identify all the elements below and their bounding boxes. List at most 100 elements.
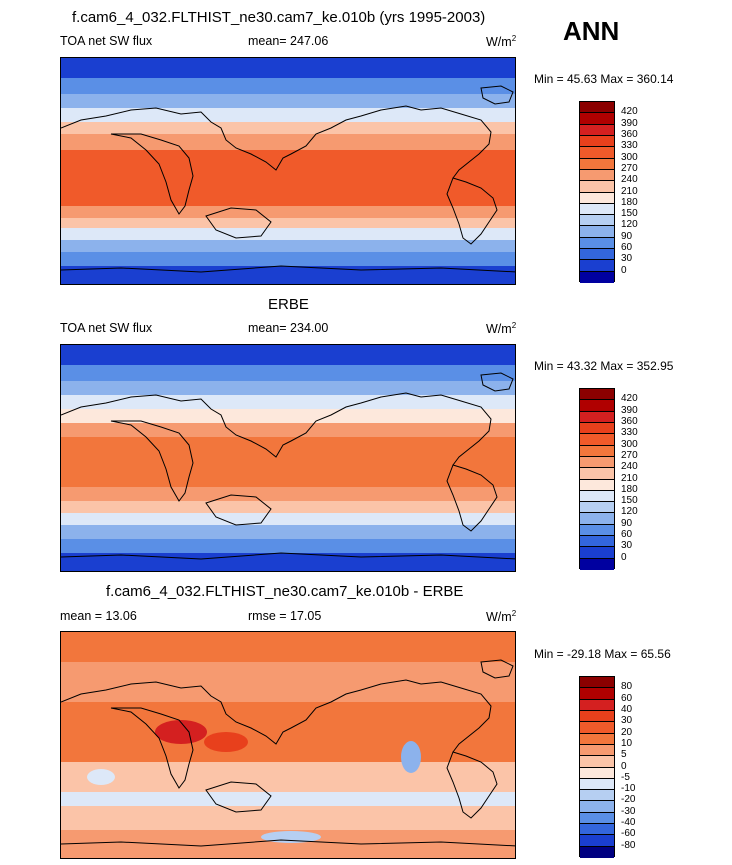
panel-3-center-label: rmse = 17.05 <box>248 609 322 623</box>
colorbar-segment <box>580 835 614 847</box>
colorbar-segment <box>580 846 614 858</box>
colorbar-segment <box>580 699 614 711</box>
colorbar-tick-label: 390 <box>621 117 638 129</box>
colorbar-tick-label: -60 <box>621 828 636 840</box>
colorbar-segment <box>580 113 614 125</box>
colorbar-tick-label: 150 <box>621 208 638 220</box>
colorbar-segment <box>580 733 614 745</box>
colorbar-segment <box>580 778 614 791</box>
colorbar-segment <box>580 260 614 272</box>
colorbar-segment <box>580 192 614 204</box>
colorbar-tick-label: 20 <box>621 726 633 738</box>
colorbar-tick-label: -40 <box>621 817 636 829</box>
colorbar-segment <box>580 422 614 435</box>
panel-2-colorbar <box>579 388 615 570</box>
colorbar-tick-label: 5 <box>621 749 627 761</box>
colorbar-tick-label: 80 <box>621 681 633 693</box>
colorbar-tick-label: 0 <box>621 760 627 772</box>
colorbar-tick-label: 300 <box>621 438 638 450</box>
colorbar-segment <box>580 135 614 148</box>
colorbar-tick-label: 420 <box>621 106 638 118</box>
colorbar-segment <box>580 226 614 238</box>
colorbar-segment <box>580 490 614 503</box>
panel-3-units: W/m2 <box>486 609 517 625</box>
colorbar-segment <box>580 158 614 170</box>
panel-1-title: f.cam6_4_032.FLTHIST_ne30.cam7_ke.010b (… <box>72 9 486 26</box>
colorbar-tick-label: 330 <box>621 140 638 152</box>
colorbar-tick-label: 240 <box>621 461 638 473</box>
colorbar-segment <box>580 547 614 559</box>
colorbar-tick-label: 120 <box>621 506 638 518</box>
colorbar-segment <box>580 502 614 514</box>
colorbar-tick-label: 90 <box>621 230 633 242</box>
colorbar-tick-label: 330 <box>621 427 638 439</box>
season-label: ANN <box>563 16 620 46</box>
colorbar-tick-label: 390 <box>621 404 638 416</box>
panel-2-minmax: Min = 43.32 Max = 352.95 <box>534 359 674 373</box>
colorbar-segment <box>580 688 614 700</box>
colorbar-segment <box>580 468 614 480</box>
panel-3-minmax: Min = -29.18 Max = 65.56 <box>534 647 671 661</box>
colorbar-tick-label: 150 <box>621 495 638 507</box>
colorbar-tick-label: 240 <box>621 174 638 186</box>
colorbar-tick-label: 90 <box>621 517 633 529</box>
colorbar-segment <box>580 536 614 548</box>
panel-1-minmax: Min = 45.63 Max = 360.14 <box>534 72 674 86</box>
colorbar-segment <box>580 456 614 469</box>
colorbar-segment <box>580 400 614 412</box>
panel-2-units: W/m2 <box>486 321 517 337</box>
colorbar-segment <box>580 181 614 193</box>
colorbar-segment <box>580 513 614 525</box>
colorbar-segment <box>580 124 614 136</box>
colorbar-segment <box>580 710 614 723</box>
colorbar-tick-label: 180 <box>621 483 638 495</box>
colorbar-segment <box>580 812 614 825</box>
panel-2-center-label: mean= 234.00 <box>248 321 329 335</box>
panel-1-left-label: TOA net SW flux <box>60 34 153 48</box>
colorbar-tick-label: 0 <box>621 264 627 276</box>
colorbar-tick-label: 270 <box>621 162 638 174</box>
colorbar-segment <box>580 271 614 283</box>
colorbar-segment <box>580 249 614 261</box>
colorbar-segment <box>580 389 614 401</box>
colorbar-tick-label: 30 <box>621 540 633 552</box>
colorbar-tick-label: -20 <box>621 794 636 806</box>
colorbar-segment <box>580 102 614 114</box>
colorbar-tick-label: -10 <box>621 783 636 795</box>
colorbar-segment <box>580 215 614 227</box>
colorbar-segment <box>580 524 614 537</box>
colorbar-segment <box>580 744 614 757</box>
colorbar-segment <box>580 237 614 250</box>
panel-3-colorbar <box>579 676 615 858</box>
panel-2-map <box>60 344 516 572</box>
colorbar-tick-label: 270 <box>621 449 638 461</box>
colorbar-segment <box>580 479 614 491</box>
colorbar-tick-label: 120 <box>621 219 638 231</box>
colorbar-tick-label: 60 <box>621 242 633 254</box>
colorbar-segment <box>580 147 614 159</box>
colorbar-segment <box>580 411 614 423</box>
colorbar-segment <box>580 558 614 570</box>
colorbar-tick-label: -30 <box>621 805 636 817</box>
colorbar-segment <box>580 203 614 216</box>
colorbar-tick-label: 360 <box>621 415 638 427</box>
panel-3-left-label: mean = 13.06 <box>60 609 137 623</box>
colorbar-segment <box>580 767 614 779</box>
colorbar-segment <box>580 824 614 836</box>
panel-1-center-label: mean= 247.06 <box>248 34 329 48</box>
panel-2-left-label: TOA net SW flux <box>60 321 153 335</box>
panel-2-title: ERBE <box>268 296 309 313</box>
colorbar-segment <box>580 790 614 802</box>
colorbar-tick-label: 30 <box>621 253 633 265</box>
colorbar-segment <box>580 756 614 768</box>
panel-1-map <box>60 57 516 285</box>
colorbar-segment <box>580 445 614 457</box>
panel-3-title: f.cam6_4_032.FLTHIST_ne30.cam7_ke.010b -… <box>106 583 464 600</box>
panel-1-colorbar <box>579 101 615 283</box>
colorbar-segment <box>580 722 614 734</box>
colorbar-tick-label: 360 <box>621 128 638 140</box>
panel-3-map <box>60 631 516 859</box>
colorbar-tick-label: 60 <box>621 529 633 541</box>
colorbar-segment <box>580 434 614 446</box>
colorbar-tick-label: 210 <box>621 185 638 197</box>
